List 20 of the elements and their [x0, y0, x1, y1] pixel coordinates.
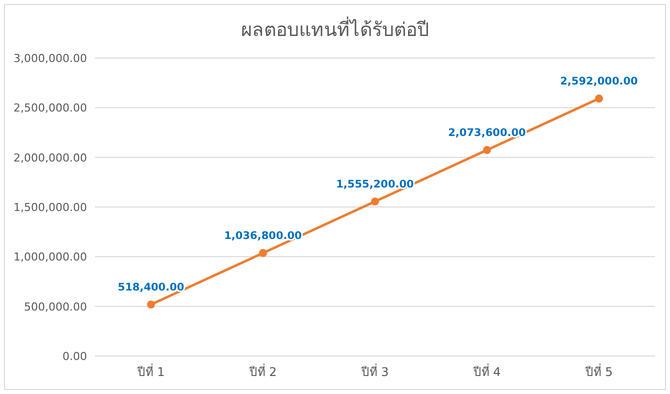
x-tick-label: ปีที่ 4: [472, 363, 501, 379]
data-label: 518,400.00: [118, 282, 184, 294]
point: [147, 300, 155, 309]
y-tick-label: 3,000,000.00: [14, 52, 87, 65]
y-tick-label: 1,000,000.00: [14, 250, 87, 264]
x-tick-label: ปีที่ 1: [136, 363, 165, 379]
x-tick-label: ปีที่ 5: [584, 363, 613, 379]
y-tick-label: 500,000.00: [24, 300, 87, 314]
x-tick-label: ปีที่ 2: [248, 363, 277, 379]
point: [483, 146, 491, 154]
point: [595, 94, 603, 103]
data-label: 2,592,000.00: [560, 76, 638, 88]
chart-title: ผลตอบแทนที่ได้รับต่อปี: [241, 16, 429, 41]
y-tick-label: 2,000,000.00: [14, 151, 87, 164]
x-tick-label: ปีที่ 3: [360, 363, 389, 379]
point: [371, 198, 379, 206]
y-tick-label: 1,500,000.00: [14, 201, 87, 214]
point: [259, 249, 267, 258]
y-tick-label: 0.00: [62, 350, 87, 363]
y-tick-label: 2,500,000.00: [14, 102, 87, 115]
